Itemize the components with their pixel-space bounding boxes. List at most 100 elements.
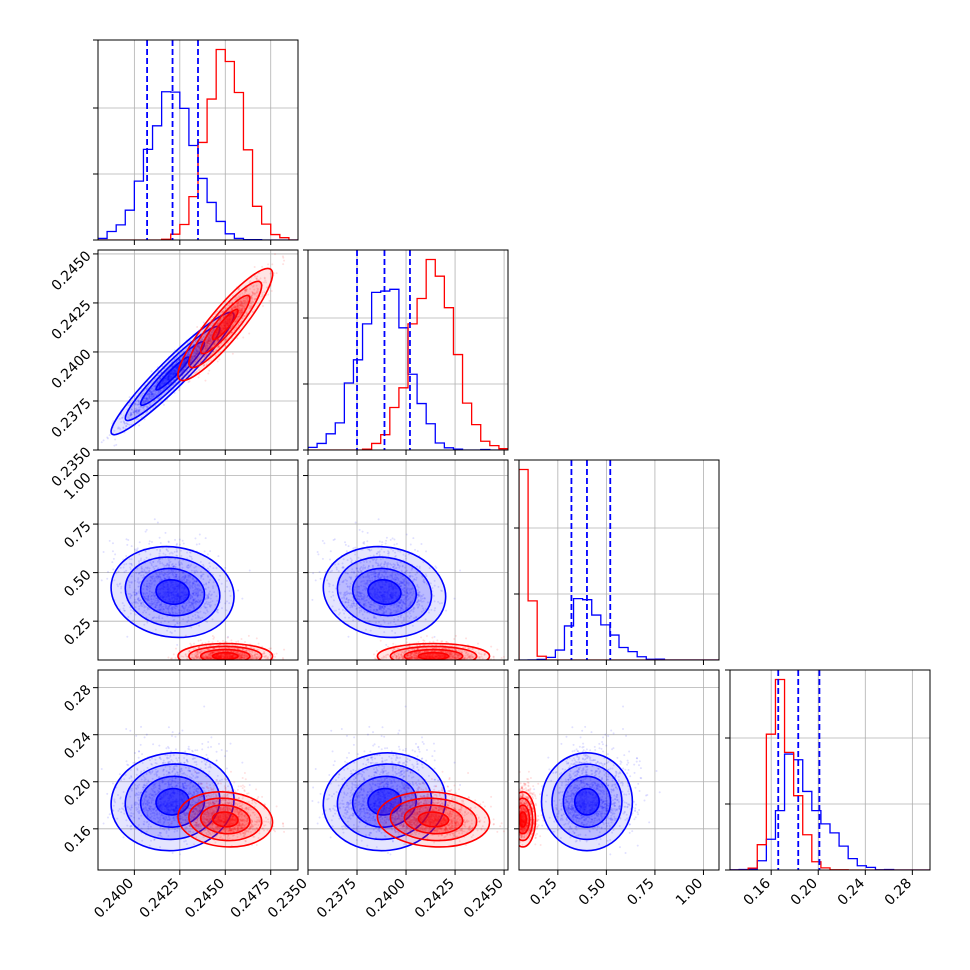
scatter-point [194, 613, 197, 616]
scatter-point [180, 554, 183, 557]
scatter-point [197, 661, 199, 663]
scatter-point [283, 648, 286, 651]
scatter-point [171, 608, 174, 611]
scatter-point [143, 568, 146, 571]
scatter-point [209, 656, 212, 659]
scatter-point [261, 293, 264, 296]
scatter-point [155, 394, 158, 397]
scatter-point [209, 657, 212, 660]
scatter-point [197, 590, 200, 593]
scatter-point [247, 655, 250, 658]
scatter-point [251, 655, 254, 658]
scatter-point [247, 297, 250, 300]
scatter-point [143, 623, 146, 626]
scatter-point [198, 349, 201, 352]
scatter-point [192, 582, 195, 585]
scatter-point [232, 667, 234, 669]
scatter-point [130, 563, 133, 566]
scatter-point [114, 438, 117, 441]
scatter-point [205, 346, 208, 349]
scatter-point [210, 340, 213, 343]
scatter-point [194, 654, 197, 657]
scatter-point [192, 592, 195, 595]
scatter-point [147, 594, 150, 597]
scatter-point [132, 591, 135, 594]
scatter-point [251, 291, 254, 294]
scatter-point [257, 288, 260, 291]
scatter-point [190, 601, 193, 604]
scatter-point [149, 561, 152, 564]
scatter-point [134, 593, 137, 596]
scatter-point [244, 303, 247, 306]
scatter-point [238, 653, 241, 656]
scatter-point [191, 602, 194, 605]
scatter-point [238, 653, 241, 656]
scatter-point [205, 657, 208, 660]
scatter-point [138, 408, 141, 411]
scatter-point [196, 653, 199, 656]
scatter-point [172, 565, 175, 568]
scatter-point [192, 597, 195, 600]
scatter-point [194, 340, 197, 343]
scatter-point [269, 647, 272, 650]
scatter-point [186, 609, 189, 612]
scatter-point [191, 356, 194, 359]
scatter-point [172, 565, 175, 568]
scatter-point [241, 302, 244, 305]
scatter-point [262, 305, 265, 308]
scatter-point [128, 423, 131, 426]
scatter-point [255, 277, 258, 280]
scatter-point [189, 359, 192, 362]
scatter-point [164, 605, 167, 608]
scatter-point [147, 586, 150, 589]
scatter-point [238, 657, 241, 660]
scatter-point [250, 654, 253, 657]
scatter-point [162, 607, 165, 610]
scatter-point [145, 396, 148, 399]
scatter-point [158, 603, 161, 606]
scatter-point [213, 591, 216, 594]
scatter-point [197, 369, 200, 372]
scatter-point [239, 293, 242, 296]
scatter-point [234, 306, 237, 309]
scatter-point [159, 576, 162, 579]
scatter-point [123, 420, 126, 423]
scatter-point [167, 541, 170, 544]
scatter-point [220, 662, 222, 664]
scatter-point [174, 605, 177, 608]
scatter-point [191, 601, 194, 604]
scatter-point [218, 664, 220, 666]
scatter-point [159, 395, 162, 398]
scatter-point [206, 344, 209, 347]
scatter-point [201, 338, 204, 341]
scatter-point [175, 549, 178, 552]
scatter-point [191, 592, 194, 595]
scatter-point [171, 572, 174, 575]
scatter-point [204, 598, 207, 601]
scatter-point [198, 346, 201, 349]
scatter-point [223, 660, 225, 662]
scatter-point [193, 580, 196, 583]
scatter-point [207, 654, 210, 657]
scatter-point [198, 345, 201, 348]
scatter-point [207, 601, 210, 604]
scatter-point [210, 604, 213, 607]
scatter-point [147, 594, 150, 597]
scatter-point [204, 662, 206, 664]
scatter-point [189, 339, 192, 342]
scatter-point [249, 650, 252, 653]
scatter-point [240, 301, 243, 304]
scatter-point [241, 305, 244, 308]
scatter-point [221, 310, 224, 313]
scatter-point [181, 370, 184, 373]
scatter-point [235, 327, 238, 330]
scatter-point [237, 589, 240, 592]
scatter-point [205, 660, 207, 662]
scatter-point [174, 565, 177, 568]
scatter-point [186, 354, 189, 357]
scatter-point [241, 311, 244, 314]
scatter-point [208, 604, 211, 607]
scatter-point [126, 413, 129, 416]
scatter-point [156, 380, 159, 383]
scatter-point [239, 312, 242, 315]
